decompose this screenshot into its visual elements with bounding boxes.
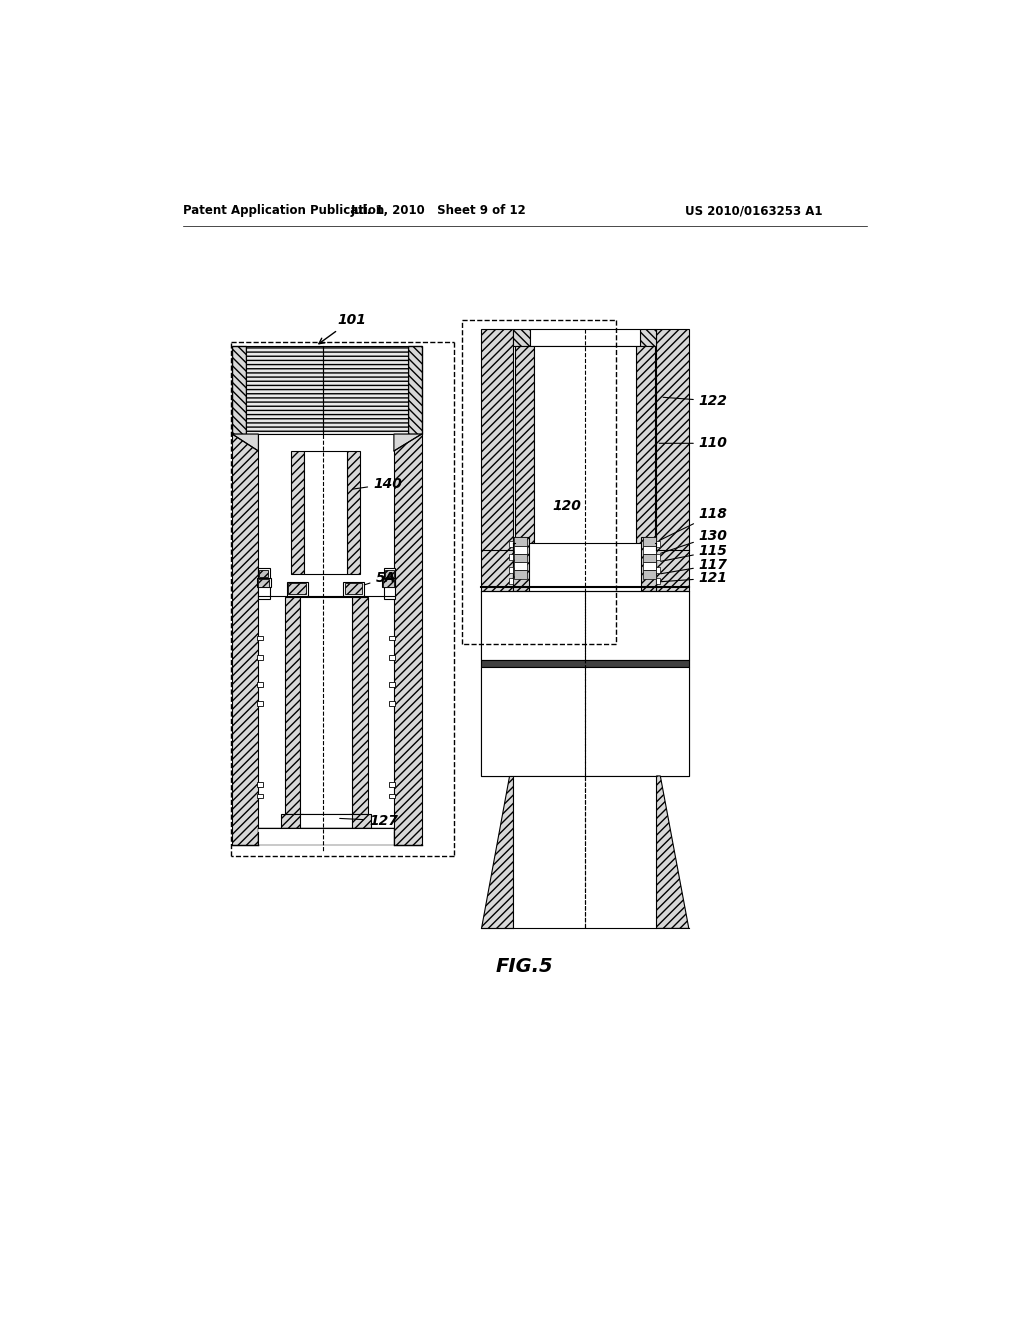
Text: 118: 118 [660, 507, 728, 540]
Text: 127: 127 [340, 813, 398, 828]
Polygon shape [232, 434, 258, 451]
Bar [481, 591, 689, 660]
Bar [259, 570, 268, 577]
Bar [389, 793, 395, 799]
Bar [640, 330, 656, 346]
Bar [514, 570, 527, 578]
Text: 101: 101 [318, 313, 366, 343]
Polygon shape [394, 434, 422, 451]
Bar [343, 582, 364, 595]
Bar [352, 597, 368, 814]
Bar [291, 451, 304, 574]
Bar [257, 636, 263, 640]
Bar [287, 582, 307, 595]
Bar [257, 781, 263, 787]
Bar [246, 346, 408, 434]
Bar [384, 568, 395, 599]
Bar [389, 682, 395, 686]
Bar [656, 330, 689, 776]
Bar [257, 701, 263, 706]
Bar [509, 578, 513, 585]
Bar [513, 537, 528, 591]
Bar [515, 346, 535, 544]
Bar [514, 562, 527, 570]
Bar [530, 330, 640, 346]
Bar [258, 568, 270, 599]
Bar [514, 554, 527, 562]
Text: 140: 140 [352, 477, 402, 491]
Bar [509, 541, 513, 548]
Bar [282, 814, 303, 829]
Bar [389, 701, 395, 706]
Bar [643, 562, 655, 570]
Bar [382, 578, 395, 587]
Bar [285, 597, 300, 814]
Bar [408, 346, 422, 434]
Bar [385, 570, 394, 577]
Bar [643, 570, 655, 578]
Bar [389, 655, 395, 660]
Text: Patent Application Publication: Patent Application Publication [183, 205, 384, 218]
Polygon shape [656, 776, 689, 928]
Bar [347, 451, 360, 574]
Bar [643, 537, 655, 546]
Bar [643, 554, 655, 562]
Bar [257, 682, 263, 686]
Text: 115: 115 [660, 544, 728, 561]
Bar [257, 655, 263, 660]
Bar [232, 346, 246, 434]
Bar [509, 554, 513, 560]
Text: 122: 122 [664, 393, 728, 408]
Bar [535, 346, 636, 544]
Bar [394, 434, 422, 845]
Bar [513, 776, 656, 928]
Bar [513, 330, 530, 346]
Text: 130: 130 [660, 529, 728, 553]
Bar [509, 566, 513, 573]
Bar [300, 814, 352, 829]
Bar [656, 578, 660, 585]
Bar [383, 578, 394, 586]
Bar [656, 554, 660, 560]
Bar [258, 578, 269, 586]
Text: Jul. 1, 2010   Sheet 9 of 12: Jul. 1, 2010 Sheet 9 of 12 [350, 205, 526, 218]
Polygon shape [481, 776, 513, 928]
Bar [514, 546, 527, 554]
Bar [300, 597, 352, 814]
Bar [304, 451, 347, 574]
Bar [641, 537, 656, 591]
Bar [258, 829, 394, 845]
Bar [349, 814, 371, 829]
Text: 5A: 5A [365, 572, 396, 585]
Bar [257, 578, 270, 587]
Text: 117: 117 [660, 558, 728, 574]
Bar [656, 541, 660, 548]
Bar [481, 330, 513, 776]
Bar [257, 793, 263, 799]
Text: US 2010/0163253 A1: US 2010/0163253 A1 [685, 205, 822, 218]
Bar [656, 566, 660, 573]
Bar [232, 434, 258, 845]
Text: 110: 110 [659, 437, 728, 450]
Bar [636, 346, 655, 544]
Text: 120: 120 [553, 499, 582, 513]
Bar [514, 537, 527, 546]
Bar [345, 583, 362, 594]
Text: FIG.5: FIG.5 [496, 957, 554, 977]
Bar [389, 636, 395, 640]
Bar [481, 660, 689, 667]
Bar [643, 546, 655, 554]
Bar [289, 583, 306, 594]
Text: 121: 121 [660, 572, 728, 585]
Bar [481, 667, 689, 776]
Bar [389, 781, 395, 787]
